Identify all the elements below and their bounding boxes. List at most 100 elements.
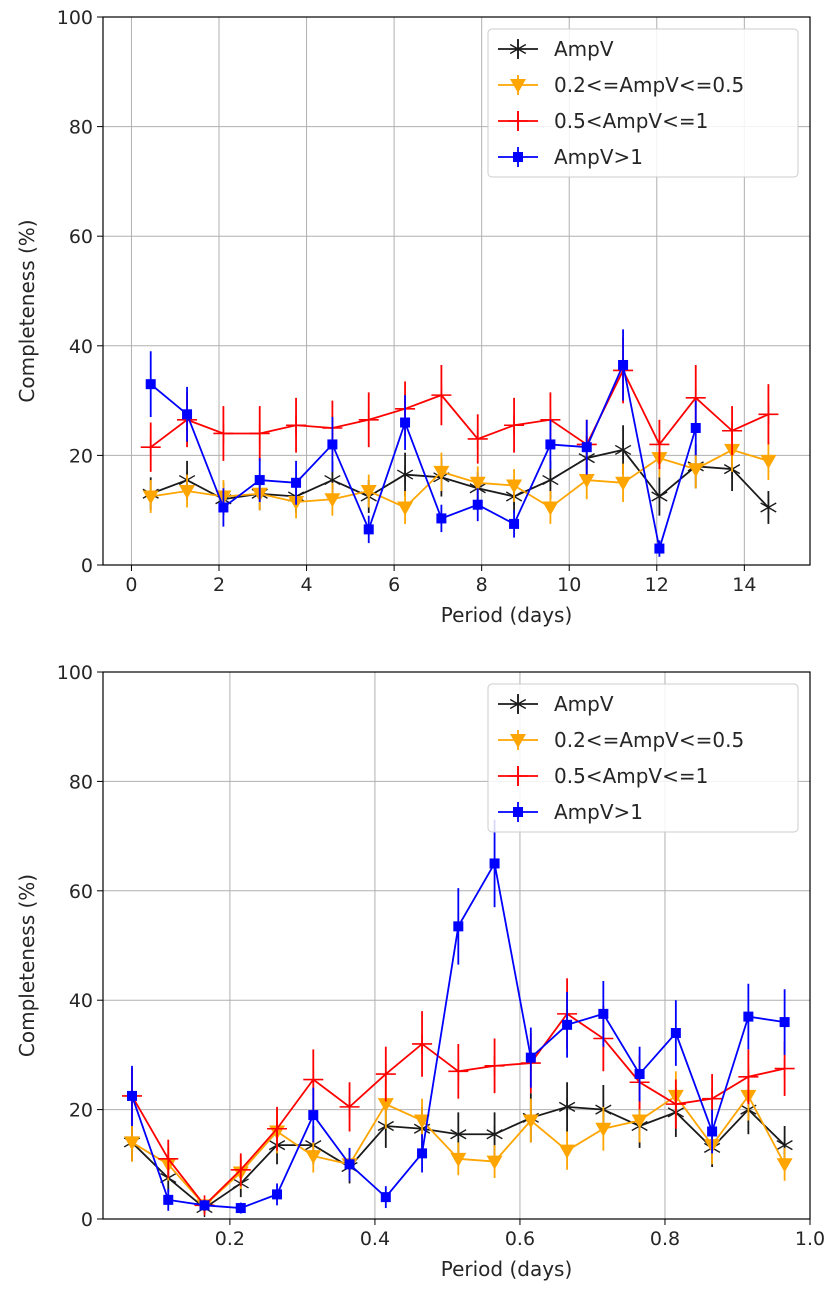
data-point bbox=[286, 415, 307, 436]
data-point bbox=[779, 1017, 790, 1028]
data-point bbox=[450, 1125, 467, 1144]
data-point bbox=[412, 1033, 433, 1054]
data-point bbox=[249, 423, 270, 444]
marker-shape bbox=[396, 469, 414, 480]
data-point bbox=[363, 524, 374, 535]
y-axis-label: Completeness (%) bbox=[15, 219, 39, 402]
series-group bbox=[122, 819, 795, 1218]
data-point bbox=[469, 476, 486, 491]
marker-shape bbox=[417, 1148, 428, 1159]
marker-shape bbox=[558, 1101, 576, 1112]
y-tick-label: 100 bbox=[57, 7, 93, 29]
marker-shape bbox=[324, 493, 341, 508]
data-point bbox=[145, 379, 156, 390]
x-tick-label: 1.0 bbox=[795, 1228, 825, 1250]
data-point bbox=[472, 499, 483, 510]
data-point bbox=[182, 409, 193, 420]
legend-entry-3: 0.5<AmpV<=1 bbox=[498, 764, 708, 788]
y-tick-label: 20 bbox=[69, 445, 93, 467]
data-point bbox=[743, 1011, 754, 1022]
data-point bbox=[327, 439, 338, 450]
marker-shape bbox=[380, 1192, 391, 1203]
marker-shape bbox=[510, 79, 526, 93]
legend-entry-4: AmpV>1 bbox=[498, 145, 643, 169]
marker-shape bbox=[542, 474, 559, 486]
marker-shape bbox=[124, 1136, 141, 1151]
marker-shape bbox=[344, 1159, 355, 1170]
marker-shape bbox=[450, 1129, 467, 1140]
data-point bbox=[305, 1150, 322, 1165]
data-point bbox=[702, 1088, 723, 1109]
data-point bbox=[687, 463, 704, 478]
marker-shape bbox=[779, 1017, 790, 1028]
data-point bbox=[649, 434, 670, 455]
x-axis-ticks: 0.2 0.4 0.6 0.8 1.0 bbox=[215, 1219, 825, 1250]
y-tick-label: 40 bbox=[69, 336, 93, 358]
legend-label: 0.5<AmpV<=1 bbox=[554, 109, 708, 133]
marker-shape bbox=[513, 152, 523, 162]
legend-label: AmpV bbox=[554, 692, 614, 716]
marker-shape bbox=[581, 442, 592, 453]
marker-shape bbox=[525, 1052, 536, 1063]
marker-shape bbox=[472, 499, 483, 510]
data-point bbox=[179, 485, 196, 500]
y-tick-label: 0 bbox=[81, 1209, 93, 1231]
data-point bbox=[414, 1114, 431, 1129]
data-point bbox=[484, 1055, 505, 1076]
marker-shape bbox=[450, 1152, 467, 1167]
data-point bbox=[303, 1069, 324, 1090]
legend-label: 0.2<=AmpV<=0.5 bbox=[554, 728, 744, 752]
y-axis-ticks: 0 20 40 60 80 100 bbox=[57, 7, 103, 577]
legend-marker bbox=[510, 79, 526, 93]
marker-shape bbox=[414, 1114, 431, 1129]
y-tick-label: 100 bbox=[57, 662, 93, 684]
data-point bbox=[360, 485, 377, 500]
series-4 bbox=[127, 819, 790, 1214]
data-point bbox=[291, 477, 302, 488]
chart-panel-1: 0 2 4 6 8 10 12 14 0 20 40 60 80 100 Period (days) Comp… bbox=[15, 7, 811, 627]
legend-label: 0.5<AmpV<=1 bbox=[554, 764, 708, 788]
legend-marker bbox=[509, 695, 527, 713]
data-point bbox=[670, 1028, 681, 1039]
data-point bbox=[506, 479, 523, 494]
data-point bbox=[578, 474, 595, 489]
data-point bbox=[504, 415, 525, 436]
axes-frame bbox=[102, 671, 811, 1220]
marker-shape bbox=[760, 454, 777, 469]
data-point bbox=[396, 465, 414, 484]
x-tick-label: 6 bbox=[388, 574, 400, 596]
data-point bbox=[199, 1200, 210, 1211]
data-point bbox=[140, 437, 161, 458]
data-point bbox=[467, 428, 488, 449]
data-point bbox=[707, 1126, 718, 1137]
data-point bbox=[230, 1159, 251, 1180]
marker-shape bbox=[559, 1144, 576, 1159]
marker-shape bbox=[305, 1150, 322, 1165]
data-point bbox=[615, 476, 632, 491]
series-2 bbox=[142, 428, 777, 524]
data-point bbox=[722, 420, 743, 441]
marker-shape bbox=[595, 1122, 612, 1137]
marker-shape bbox=[509, 518, 520, 529]
marker-shape bbox=[776, 1158, 793, 1173]
marker-shape bbox=[618, 359, 629, 370]
marker-shape bbox=[598, 1008, 609, 1019]
marker-shape bbox=[670, 1028, 681, 1039]
data-point bbox=[433, 465, 450, 480]
marker-shape bbox=[363, 524, 374, 535]
data-point bbox=[397, 501, 414, 516]
x-tick-label: 0 bbox=[125, 574, 137, 596]
marker-shape bbox=[163, 1194, 174, 1205]
marker-shape bbox=[776, 1140, 793, 1151]
marker-shape bbox=[760, 502, 777, 513]
x-axis-label: Period (days) bbox=[441, 603, 573, 627]
data-point bbox=[375, 1064, 396, 1085]
legend-entry-1: AmpV bbox=[498, 37, 614, 61]
data-point bbox=[267, 1118, 288, 1139]
marker-shape bbox=[179, 485, 196, 500]
data-point bbox=[448, 1061, 469, 1082]
legend-marker bbox=[510, 734, 526, 748]
legend-entry-1: AmpV bbox=[498, 692, 614, 716]
x-tick-label: 10 bbox=[557, 574, 581, 596]
x-tick-label: 12 bbox=[645, 574, 669, 596]
